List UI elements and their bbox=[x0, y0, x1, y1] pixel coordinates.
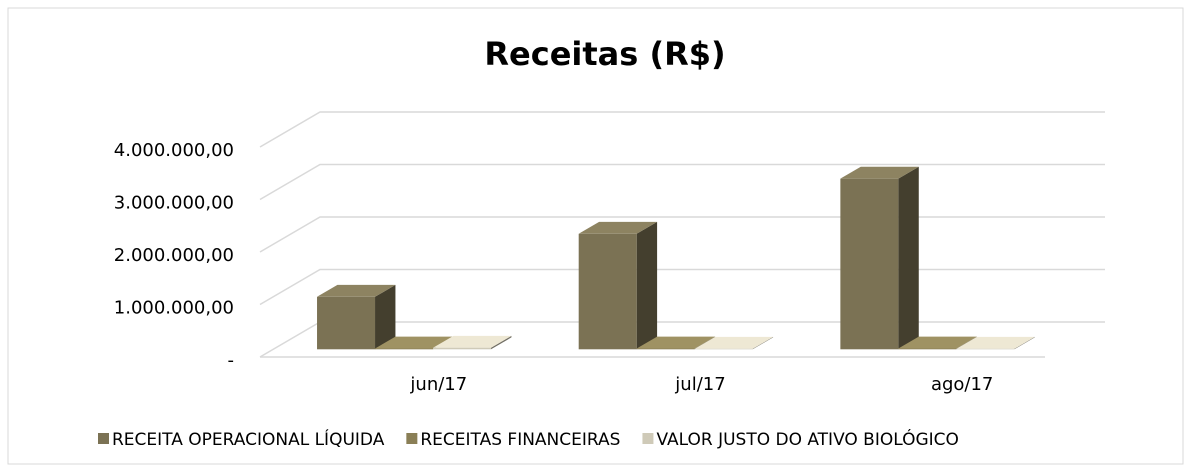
x-tick-label: ago/17 bbox=[931, 374, 993, 395]
legend-swatch bbox=[406, 433, 418, 444]
bar-side bbox=[752, 336, 774, 350]
grid-line bbox=[259, 163, 1105, 201]
y-tick-label: 1.000.000,00 bbox=[114, 298, 234, 319]
bar-side bbox=[636, 221, 658, 350]
x-tick-label: jun/17 bbox=[409, 374, 467, 395]
bar-front bbox=[375, 348, 434, 350]
bar-side bbox=[1014, 336, 1035, 350]
bar bbox=[317, 284, 396, 350]
legend-label: RECEITA OPERACIONAL LÍQUIDA bbox=[112, 428, 385, 450]
bar bbox=[840, 166, 919, 350]
bar bbox=[578, 221, 658, 350]
bar-front bbox=[433, 347, 492, 350]
grid-segment bbox=[259, 111, 1105, 148]
y-tick-label: - bbox=[228, 350, 235, 371]
bar-front bbox=[840, 178, 899, 350]
bar-front bbox=[956, 348, 1015, 350]
bar bbox=[694, 336, 774, 350]
legend-label: VALOR JUSTO DO ATIVO BIOLÓGICO bbox=[656, 428, 959, 450]
bar-front bbox=[317, 296, 376, 350]
bar-top bbox=[578, 221, 658, 234]
bar bbox=[956, 336, 1035, 350]
grid-segment bbox=[259, 163, 1105, 201]
y-tick-label: 4.000.000,00 bbox=[114, 140, 234, 161]
bar-top bbox=[636, 336, 716, 349]
grid-line bbox=[259, 111, 1105, 148]
legend-swatch bbox=[642, 433, 654, 444]
bar-front bbox=[694, 348, 753, 350]
bar-top bbox=[433, 335, 512, 348]
bar-side bbox=[375, 284, 396, 350]
bar-top bbox=[840, 166, 919, 179]
x-tick-label: jul/17 bbox=[674, 374, 725, 395]
bar-top bbox=[375, 336, 454, 349]
bar-top bbox=[694, 336, 774, 349]
legend-swatch bbox=[98, 433, 109, 444]
bar-front bbox=[636, 348, 695, 350]
y-tick-label: 2.000.000,00 bbox=[114, 245, 234, 266]
bar-side bbox=[491, 335, 512, 350]
bar-top bbox=[898, 336, 977, 349]
bar-top bbox=[317, 284, 396, 297]
chart-title: Receitas (R$) bbox=[484, 35, 725, 73]
bar-top bbox=[956, 336, 1035, 349]
bar-side bbox=[898, 166, 919, 350]
bar-front bbox=[898, 348, 957, 350]
bar-front bbox=[578, 233, 637, 350]
legend-label: RECEITAS FINANCEIRAS bbox=[420, 430, 620, 450]
bar bbox=[433, 335, 512, 350]
y-tick-label: 3.000.000,00 bbox=[114, 193, 234, 214]
